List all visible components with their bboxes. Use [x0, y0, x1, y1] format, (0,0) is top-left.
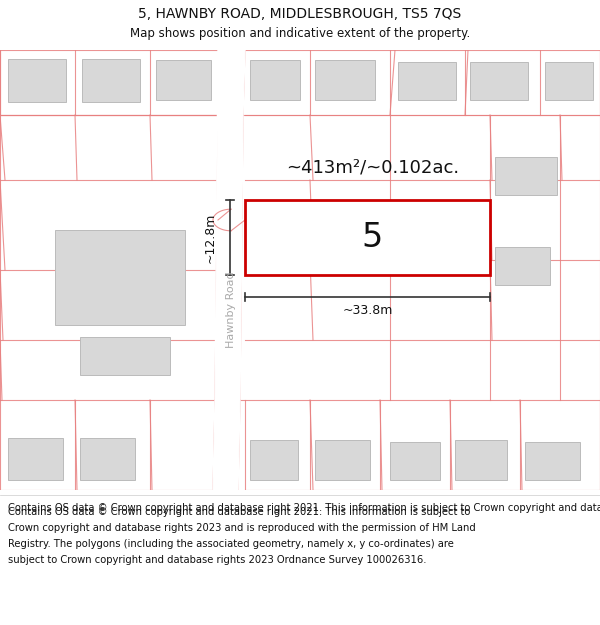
Text: subject to Crown copyright and database rights 2023 Ordnance Survey 100026316.: subject to Crown copyright and database … [8, 555, 427, 565]
Text: Hawnby Road: Hawnby Road [226, 272, 236, 348]
Polygon shape [82, 59, 140, 102]
Polygon shape [80, 337, 170, 375]
Polygon shape [213, 50, 245, 490]
Polygon shape [470, 62, 528, 100]
Bar [245, 200, 490, 275]
Polygon shape [250, 205, 330, 270]
Polygon shape [250, 60, 300, 100]
Polygon shape [315, 60, 375, 100]
Polygon shape [495, 157, 557, 195]
Polygon shape [156, 60, 211, 100]
Polygon shape [525, 442, 580, 480]
Polygon shape [315, 440, 370, 480]
Polygon shape [455, 440, 507, 480]
Text: Registry. The polygons (including the associated geometry, namely x, y co-ordina: Registry. The polygons (including the as… [8, 539, 454, 549]
Polygon shape [8, 438, 63, 480]
Polygon shape [55, 230, 185, 325]
Text: 5: 5 [362, 221, 383, 254]
Text: Map shows position and indicative extent of the property.: Map shows position and indicative extent… [130, 28, 470, 41]
Text: 5, HAWNBY ROAD, MIDDLESBROUGH, TS5 7QS: 5, HAWNBY ROAD, MIDDLESBROUGH, TS5 7QS [139, 7, 461, 21]
Polygon shape [250, 440, 298, 480]
Text: Contains OS data © Crown copyright and database right 2021. This information is : Contains OS data © Crown copyright and d… [8, 503, 600, 513]
Polygon shape [545, 62, 593, 100]
Text: ~12.8m: ~12.8m [203, 213, 217, 262]
Text: Crown copyright and database rights 2023 and is reproduced with the permission o: Crown copyright and database rights 2023… [8, 523, 476, 533]
Polygon shape [495, 247, 550, 285]
Polygon shape [213, 209, 245, 231]
Text: ~413m²/~0.102ac.: ~413m²/~0.102ac. [286, 159, 459, 177]
Text: ~33.8m: ~33.8m [343, 304, 392, 318]
Polygon shape [80, 438, 135, 480]
Polygon shape [8, 59, 66, 102]
Polygon shape [398, 62, 456, 100]
Text: Contains OS data © Crown copyright and database right 2021. This information is : Contains OS data © Crown copyright and d… [8, 507, 470, 517]
Polygon shape [390, 442, 440, 480]
